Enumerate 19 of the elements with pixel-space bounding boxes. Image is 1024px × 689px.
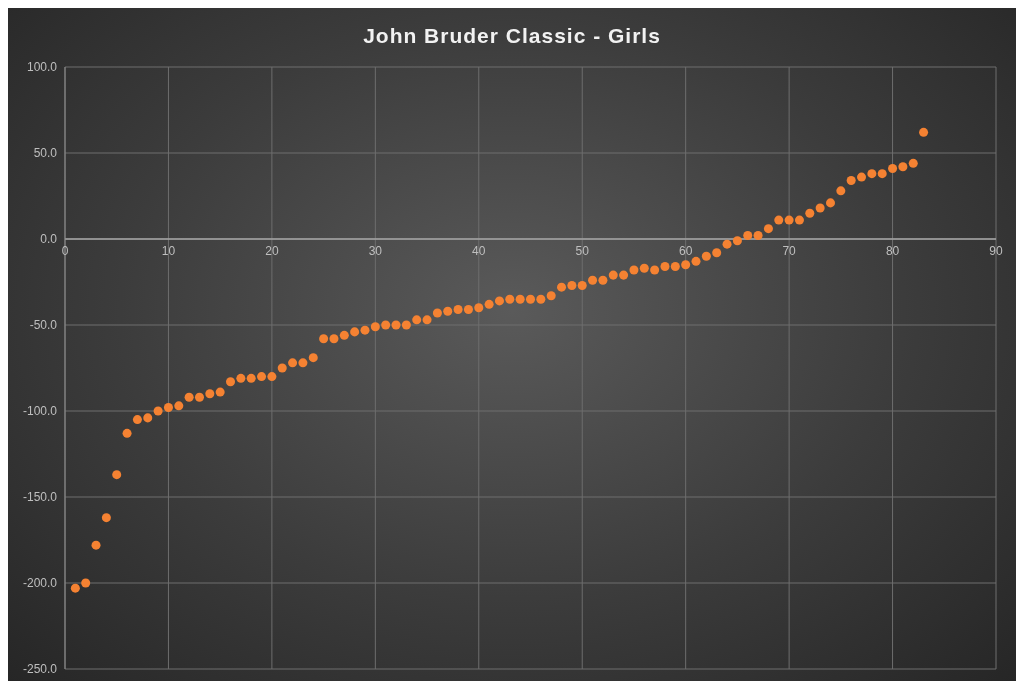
x-tick-label: 50 — [575, 244, 590, 258]
y-tick-label: -100.0 — [22, 404, 58, 419]
y-tick-label: -50.0 — [29, 318, 58, 333]
x-tick-label: 30 — [368, 244, 383, 258]
y-tick-label: 50.0 — [33, 146, 58, 161]
x-tick-label: 70 — [782, 244, 797, 258]
y-tick-label: 100.0 — [26, 60, 58, 75]
y-tick-label: -150.0 — [22, 490, 58, 505]
x-tick-label: 90 — [989, 244, 1003, 258]
x-tick-label: 60 — [678, 244, 693, 258]
x-tick-label: 10 — [161, 244, 176, 258]
chart-title: John Bruder Classic - Girls — [362, 24, 662, 48]
y-tick-label: 0.0 — [40, 232, 58, 247]
x-tick-label: 40 — [472, 244, 486, 258]
x-tick-label: 20 — [265, 244, 279, 258]
y-tick-label: -250.0 — [22, 662, 58, 677]
y-tick-label: -200.0 — [22, 576, 58, 591]
x-tick-label: 80 — [885, 244, 900, 258]
x-tick-label: 0 — [61, 244, 69, 258]
